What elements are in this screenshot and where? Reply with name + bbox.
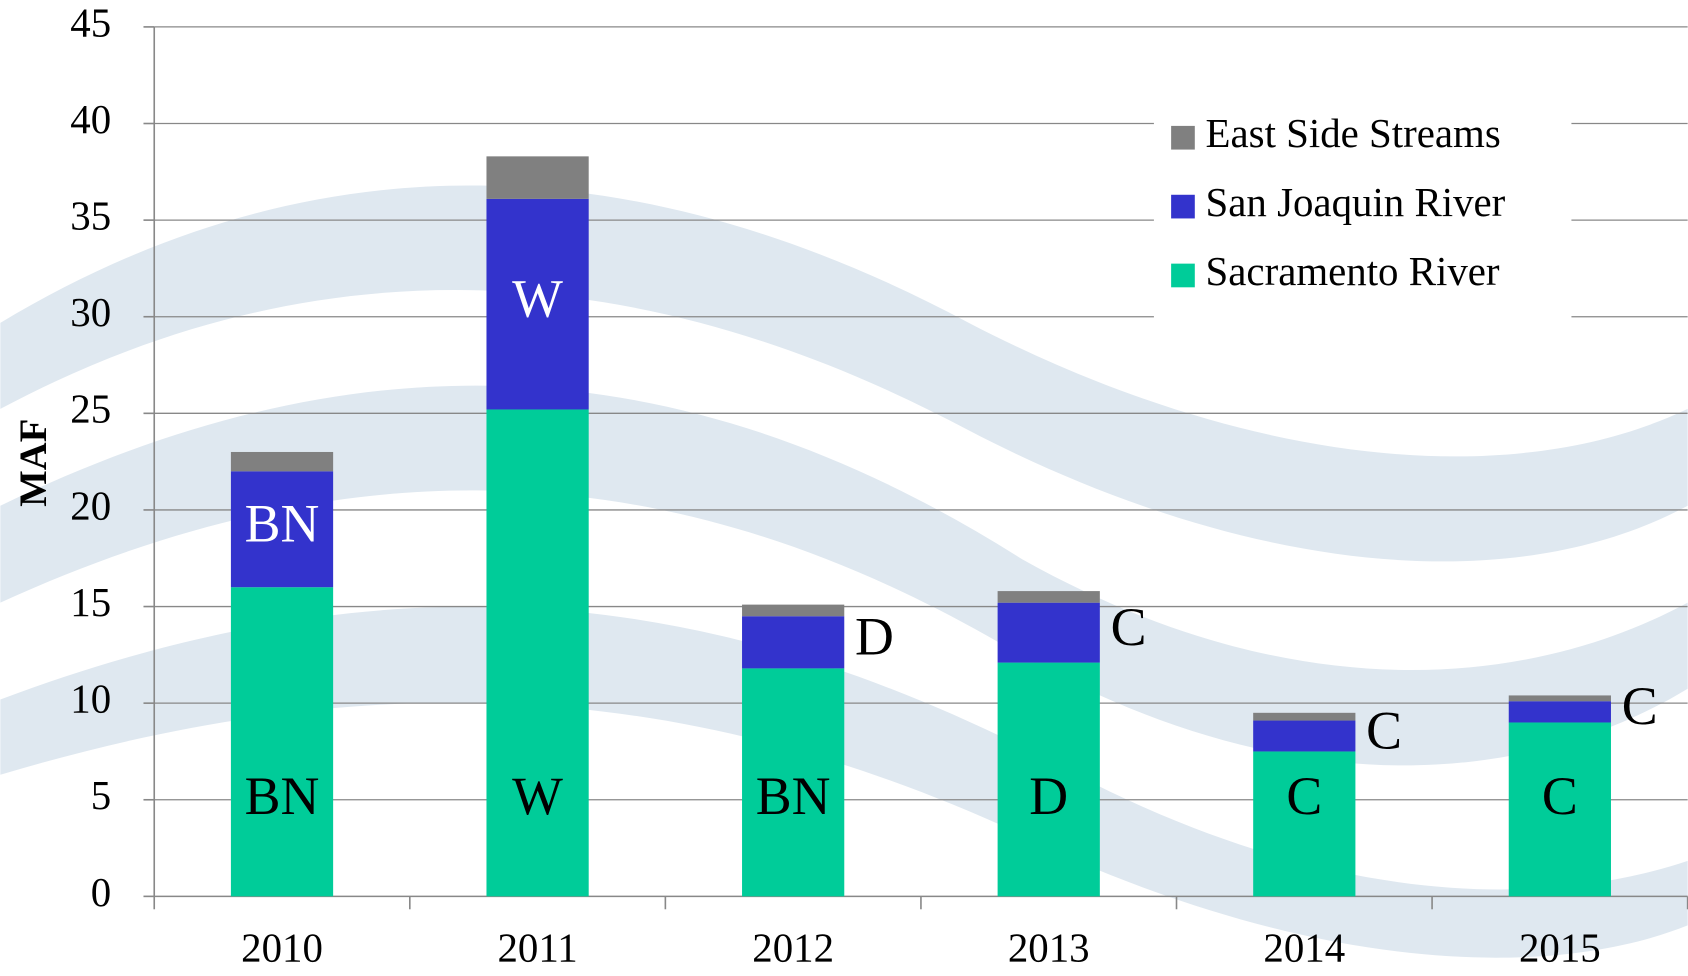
y-tick-label: 30	[70, 290, 111, 335]
y-tick-label: 10	[70, 677, 111, 722]
x-tick-label: 2014	[1263, 926, 1345, 971]
bar-segment	[1509, 701, 1611, 722]
year-type-label: D	[855, 607, 894, 667]
x-tick-label: 2015	[1519, 926, 1601, 971]
legend-swatch	[1171, 195, 1195, 219]
bar-segment	[231, 587, 333, 896]
year-type-label: D	[1029, 766, 1068, 826]
legend-swatch	[1171, 126, 1195, 150]
year-type-label: BN	[245, 766, 320, 826]
chart: MAF 0 5 10 15 20 25 30 35 40 45 2010 BN BN 2011 W W 2012…	[0, 0, 1688, 976]
bar-segment	[742, 616, 844, 668]
x-tick-label: 2011	[497, 926, 577, 971]
bar-segment	[486, 156, 588, 199]
x-tick-label: 2013	[1008, 926, 1090, 971]
y-tick-label: 15	[70, 580, 111, 625]
bar-segment	[998, 603, 1100, 663]
legend-swatch	[1171, 264, 1195, 288]
bar-segment	[998, 591, 1100, 603]
year-type-label: W	[512, 766, 563, 826]
legend-label: East Side Streams	[1206, 111, 1501, 156]
year-type-label: BN	[756, 766, 831, 826]
y-tick-label: 0	[91, 870, 111, 915]
bar-segment	[1509, 695, 1611, 701]
year-type-label: W	[512, 269, 563, 329]
y-tick-label: 40	[70, 97, 111, 142]
y-tick-label: 45	[70, 0, 111, 45]
y-tick-label: 5	[91, 773, 111, 818]
y-tick-label: 35	[70, 194, 111, 239]
year-type-label: BN	[245, 494, 320, 554]
bar-segment	[742, 605, 844, 617]
legend-label: San Joaquin River	[1206, 180, 1506, 225]
year-type-label: C	[1286, 766, 1322, 826]
y-tick-label: 20	[70, 483, 111, 528]
year-type-label: C	[1622, 676, 1658, 736]
year-type-label: C	[1111, 597, 1147, 657]
x-tick-label: 2012	[752, 926, 834, 971]
x-tick-label: 2010	[241, 926, 323, 971]
bar-segment	[1253, 713, 1355, 721]
year-type-label: C	[1542, 766, 1578, 826]
bar-segment	[1253, 721, 1355, 752]
y-axis-label: MAF	[12, 419, 55, 507]
year-type-label: C	[1366, 700, 1402, 760]
bar-segment	[231, 452, 333, 471]
y-tick-label: 25	[70, 387, 111, 432]
legend-label: Sacramento River	[1206, 249, 1500, 294]
